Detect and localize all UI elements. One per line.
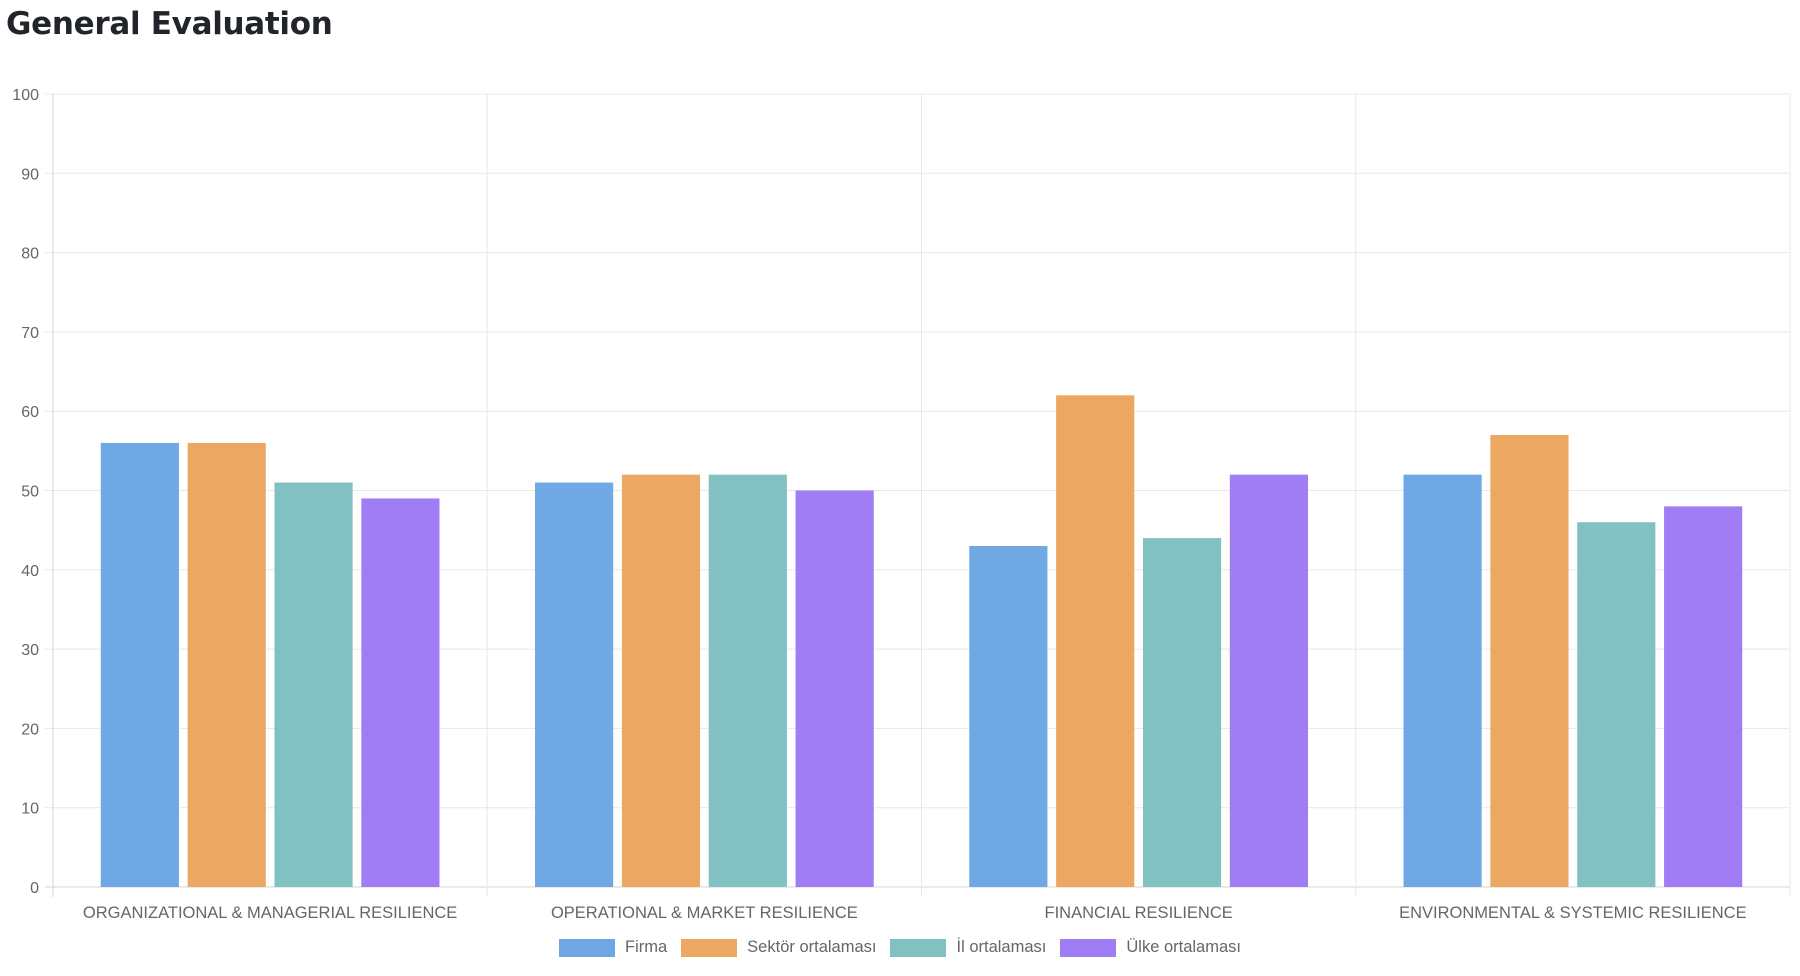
y-tick-label: 20 — [21, 721, 39, 738]
bar[interactable]: Ülke ortalaması: 48 — [1664, 506, 1743, 887]
y-tick-label: 100 — [12, 87, 39, 104]
x-tick-label: FINANCIAL RESILIENCE — [1044, 904, 1232, 922]
y-tick-label: 0 — [30, 880, 39, 897]
chart-bars: Firma: 56Sektör ortalaması: 56İl ortalam… — [100, 395, 1743, 888]
chart-legend: Firma Sektör ortalaması İl ortalaması Ülke … — [0, 938, 1800, 957]
bar[interactable]: Sektör ortalaması: 56 — [187, 442, 266, 887]
legend-swatch-icon — [1060, 938, 1117, 957]
y-tick-label: 30 — [21, 642, 39, 659]
bar[interactable]: Firma: 56 — [100, 442, 179, 887]
bar[interactable]: Sektör ortalaması: 52 — [621, 474, 701, 887]
legend-label: Ülke ortalaması — [1126, 938, 1241, 956]
bar[interactable]: İl ortalaması: 51 — [274, 482, 353, 887]
x-tick-label: ENVIRONMENTAL & SYSTEMIC RESILIENCE — [1399, 904, 1746, 922]
bar[interactable]: Ülke ortalaması: 50 — [795, 490, 874, 888]
bar[interactable]: Sektör ortalaması: 57 — [1490, 434, 1569, 887]
y-tick-label: 10 — [21, 801, 39, 818]
y-tick-label: 50 — [21, 484, 39, 501]
x-tick-label: OPERATIONAL & MARKET RESILIENCE — [551, 904, 858, 922]
bar[interactable]: Firma: 52 — [1403, 474, 1482, 887]
legend-item[interactable]: Ülke ortalaması — [1060, 938, 1241, 957]
bar[interactable]: Sektör ortalaması: 62 — [1056, 395, 1135, 887]
bar[interactable]: Ülke ortalaması: 52 — [1229, 474, 1308, 887]
legend-swatch-icon — [890, 938, 947, 957]
bar[interactable]: Ülke ortalaması: 49 — [361, 498, 440, 887]
y-tick-label: 80 — [21, 246, 39, 263]
bar[interactable]: İl ortalaması: 46 — [1577, 522, 1656, 887]
y-tick-label: 40 — [21, 563, 39, 580]
legend-item[interactable]: Sektör ortalaması — [681, 938, 876, 957]
legend-item[interactable]: İl ortalaması — [890, 938, 1046, 957]
y-tick-label: 60 — [21, 404, 39, 421]
legend-label: Sektör ortalaması — [747, 938, 877, 956]
x-tick-label: ORGANIZATIONAL & MANAGERIAL RESILIENCE — [83, 904, 457, 922]
y-tick-label: 90 — [21, 166, 39, 183]
legend-swatch-icon — [559, 938, 615, 957]
legend-swatch-icon — [681, 938, 738, 957]
legend-label: Firma — [625, 938, 668, 956]
legend-label: İl ortalaması — [956, 938, 1047, 956]
bar[interactable]: Firma: 51 — [535, 482, 614, 887]
bar[interactable]: Firma: 43 — [969, 546, 1048, 887]
page-title: General Evaluation — [6, 6, 333, 42]
x-axis: ORGANIZATIONAL & MANAGERIAL RESILIENCE OP… — [83, 904, 1747, 922]
y-tick-label: 70 — [21, 325, 39, 342]
y-axis: 0 10 20 30 40 50 60 70 80 90 100 — [12, 87, 39, 897]
bar[interactable]: İl ortalaması: 52 — [708, 474, 787, 887]
legend-item[interactable]: Firma — [559, 938, 667, 957]
bar[interactable]: İl ortalaması: 44 — [1142, 538, 1222, 887]
